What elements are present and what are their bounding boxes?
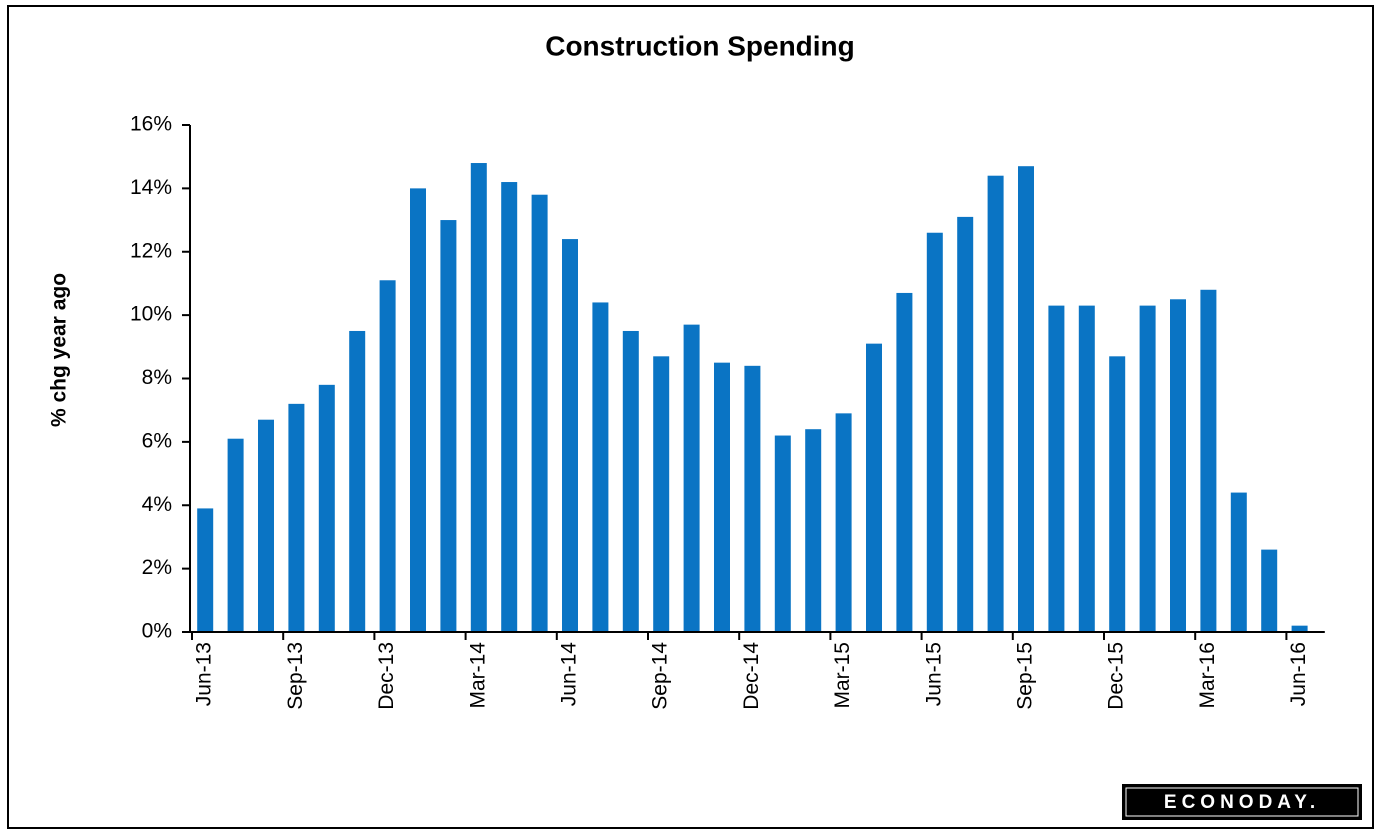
x-tick-label: Sep-15 [1014, 642, 1037, 710]
x-tick-label: Jun-15 [922, 642, 945, 706]
bar [1261, 549, 1278, 632]
bar [1291, 625, 1308, 632]
bar [470, 163, 487, 632]
bar [1018, 166, 1034, 632]
bar [1200, 289, 1217, 632]
y-tick-label: 12% [130, 239, 172, 262]
bar [562, 239, 578, 632]
bar [805, 429, 822, 632]
bar [653, 356, 670, 632]
bar [1078, 305, 1095, 632]
y-tick-label: 8% [142, 366, 172, 389]
x-tick-label: Sep-14 [649, 642, 672, 710]
bar [683, 324, 700, 632]
bar [714, 362, 730, 632]
bar [501, 182, 518, 632]
y-tick-label: 10% [130, 303, 172, 326]
bar [592, 302, 609, 632]
bar [318, 384, 335, 632]
x-tick-label: Sep-13 [284, 642, 307, 710]
logo-border [1125, 787, 1359, 817]
x-tick-label: Jun-16 [1287, 642, 1310, 706]
y-axis-label: % chg year ago [48, 273, 71, 427]
x-tick-label: Dec-14 [740, 642, 763, 710]
bar [866, 343, 882, 632]
y-tick-label: 16% [130, 113, 172, 136]
chart-title: Construction Spending [545, 30, 855, 61]
bar [288, 403, 305, 632]
y-tick-label: 14% [130, 176, 172, 199]
logo-box [1122, 784, 1362, 820]
bar [896, 292, 913, 632]
y-tick-label: 0% [142, 620, 172, 643]
bar [1048, 305, 1065, 632]
bar [926, 232, 943, 633]
bar [531, 194, 548, 632]
y-tick-label: 2% [142, 556, 172, 579]
bar [987, 175, 1004, 632]
bar [197, 508, 214, 632]
bar [1109, 356, 1126, 632]
bar [258, 419, 274, 632]
logo: ECONODAY. [1164, 792, 1320, 813]
x-tick-label: Dec-15 [1105, 642, 1128, 710]
y-tick-label: 6% [142, 429, 172, 452]
bar [410, 188, 426, 632]
bar [744, 365, 761, 632]
bar [227, 438, 244, 632]
x-tick-label: Jun-13 [193, 642, 216, 706]
bar [835, 413, 852, 632]
bar [349, 330, 366, 632]
x-tick-label: Mar-14 [466, 642, 489, 709]
x-tick-label: Dec-13 [375, 642, 398, 710]
bar [774, 435, 791, 632]
x-tick-label: Mar-16 [1196, 642, 1219, 709]
bar [1139, 305, 1156, 632]
y-tick-label: 4% [142, 493, 172, 516]
bar [440, 220, 457, 632]
bar [957, 216, 974, 633]
bar [622, 330, 639, 632]
bar [379, 280, 396, 632]
x-tick-label: Jun-14 [558, 642, 581, 707]
x-tick-label: Mar-15 [831, 642, 854, 709]
bar [1170, 299, 1186, 632]
bar [1230, 492, 1247, 632]
